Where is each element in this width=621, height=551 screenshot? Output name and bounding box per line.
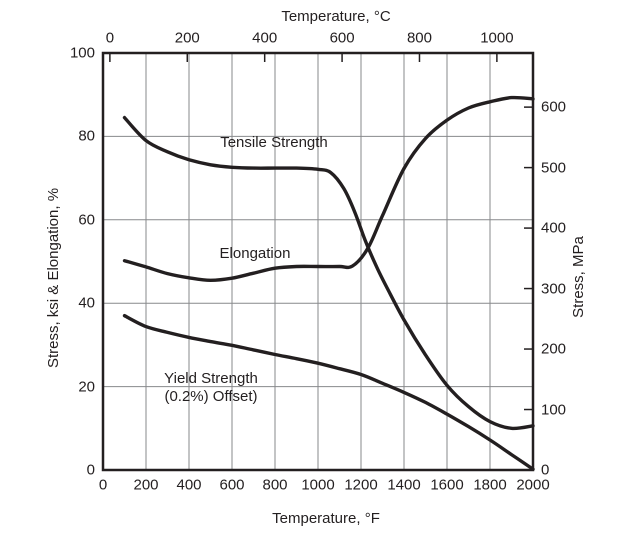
tick-label: 0 [98,476,108,494]
tick-label: 0 [541,461,550,479]
tick-label: 20 [78,378,95,396]
tick-label: 300 [541,280,567,298]
top-axis-title: Temperature, °C [281,8,391,25]
tick-label: 1400 [387,476,421,494]
tick-label: 200 [174,29,200,47]
tick-label: 1800 [473,476,507,494]
tick-label: 600 [541,98,567,116]
tick-label: 200 [133,476,159,494]
left-axis-title: Stress, ksi & Elongation, % [45,187,62,369]
bottom-axis-title: Temperature, °F [272,510,380,527]
tick-label: 800 [406,29,432,47]
tick-label: 1000 [480,29,514,47]
curve-yield-strength-0-2-offset [122,314,535,471]
tick-label: 2000 [516,476,550,494]
tick-label: 600 [219,476,245,494]
tick-label: 600 [329,29,355,47]
yield-strength-curve-label: Yield Strength (0.2%) Offset) [164,370,258,406]
curve-elongation [122,95,535,282]
tick-label: 200 [541,340,567,358]
tick-label: 500 [541,159,567,177]
tick-label: 0 [86,461,95,479]
tick-label: 1000 [301,476,335,494]
tick-label: 60 [78,211,95,229]
tick-label: 100 [69,44,95,62]
curve-tensile-strength [122,115,535,431]
tick-label: 1200 [344,476,378,494]
plot-border [101,51,535,472]
tick-label: 100 [541,401,567,419]
yield-strength-label-line1: Yield Strength [164,370,258,387]
tick-label: 400 [252,29,278,47]
tick-label: 800 [262,476,288,494]
elongation-curve-label: Elongation [219,245,291,262]
tick-label: 400 [541,219,567,237]
yield-strength-label-line2: (0.2%) Offset) [164,388,258,405]
tick-label: 400 [176,476,202,494]
tick-label: 1600 [430,476,464,494]
tick-label: 0 [105,29,115,47]
tensile-strength-curve-label: Tensile Strength [220,134,328,151]
tick-label: 40 [78,294,95,312]
tick-label: 80 [78,127,95,145]
right-axis-title: Stress, MPa [570,236,587,318]
